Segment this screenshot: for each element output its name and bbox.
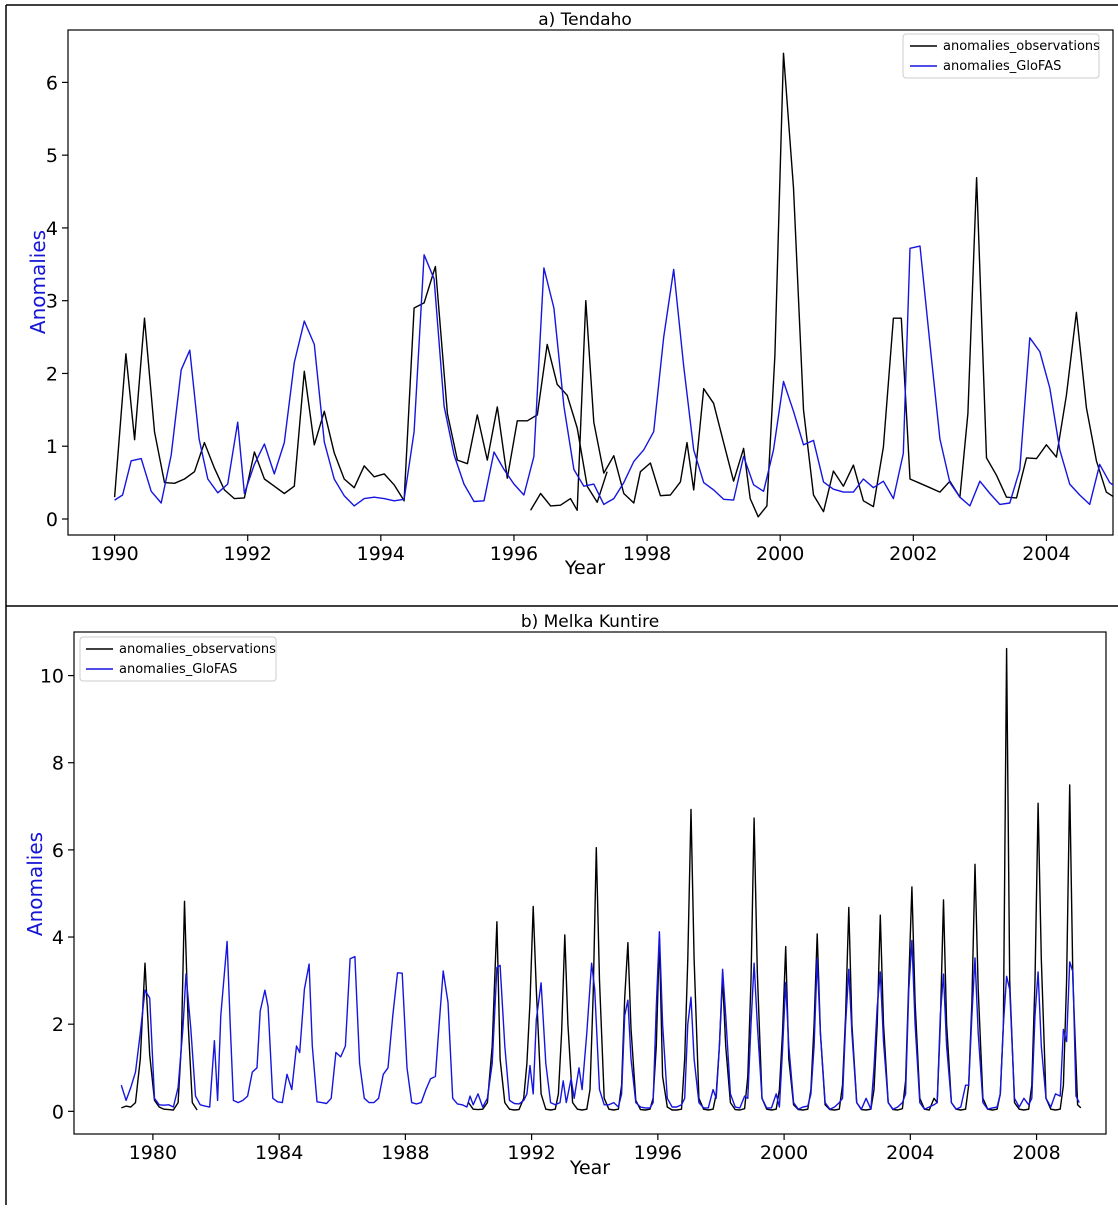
panel-b-y-tick-label: 6 xyxy=(52,840,64,862)
panel-b-legend-box xyxy=(79,636,277,682)
panel-a-y-axis-title: Anomalies xyxy=(26,230,50,334)
panel-b-x-tick-label: 1992 xyxy=(507,1142,555,1164)
panel-b-y-tick-label: 4 xyxy=(52,927,64,949)
panel-a-y-tick-label: 2 xyxy=(46,363,58,385)
panel-a-y-tick-label: 3 xyxy=(46,291,58,313)
panel-b-legend: anomalies_observations anomalies_GloFAS xyxy=(79,636,277,682)
panel-a-x-tick-label: 1996 xyxy=(490,543,538,565)
panel-a-y-ticks: 0 1 2 3 4 5 6 xyxy=(46,72,68,531)
panel-b-x-ticks: 1980 1984 1988 1992 1996 2000 2004 2008 xyxy=(129,1134,1061,1164)
panel-b-x-axis-title: Year xyxy=(569,1157,610,1179)
panel-b-series-line-glofas xyxy=(120,931,1080,1110)
panel-a-x-axis-title: Year xyxy=(564,557,605,579)
panel-b-y-tick-label: 2 xyxy=(52,1014,64,1036)
panel-a-y-tick-label: 4 xyxy=(46,218,58,240)
panel-a-legend-label-observations: anomalies_observations xyxy=(943,39,1100,54)
panel-a-series-line-observations xyxy=(529,52,1113,518)
panel-a-plot-area xyxy=(67,29,1114,536)
panel-b-x-tick-label: 1980 xyxy=(129,1142,177,1164)
panel-b-y-axis-title: Anomalies xyxy=(23,832,47,936)
panel-b-y-tick-label: 0 xyxy=(52,1101,64,1123)
panel-b-series-line-observations xyxy=(121,900,198,1111)
panel-b-x-tick-label: 1988 xyxy=(381,1142,429,1164)
panel-b-title: b) Melka Kuntire xyxy=(521,612,659,632)
panel-a-y-tick-label: 5 xyxy=(46,145,58,167)
panel-a-x-tick-label: 2002 xyxy=(889,543,937,565)
panel-a-legend-box xyxy=(902,33,1100,79)
panel-a-series-line-observations xyxy=(113,265,608,503)
panel-a-legend-label-glofas: anomalies_GloFAS xyxy=(943,59,1061,74)
panel-a-title: a) Tendaho xyxy=(538,10,632,30)
panel-a-x-tick-label: 1992 xyxy=(224,543,272,565)
panel-b-series-lines xyxy=(120,647,1082,1111)
panel-a-series-line-glofas xyxy=(114,245,1113,507)
panel-a-x-ticks: 1990 1992 1994 1996 1998 2000 2002 2004 xyxy=(90,535,1071,565)
panel-a-x-tick-label: 1998 xyxy=(623,543,671,565)
panel-a-y-tick-label: 1 xyxy=(46,436,58,458)
panel-b-x-tick-label: 1996 xyxy=(634,1142,682,1164)
panel-b-x-tick-label: 2004 xyxy=(886,1142,934,1164)
panel-a-series-lines xyxy=(113,52,1113,518)
panel-b-y-tick-label: 8 xyxy=(52,753,64,775)
panel-a-legend: anomalies_observations anomalies_GloFAS xyxy=(902,33,1100,79)
panel-b-x-tick-label: 1984 xyxy=(255,1142,303,1164)
panel-a-x-tick-label: 1990 xyxy=(90,543,138,565)
panel-b-y-ticks: 0 2 4 6 8 10 xyxy=(40,666,74,1123)
panel-a-y-tick-label: 0 xyxy=(46,509,58,531)
panel-b-x-tick-label: 2000 xyxy=(760,1142,808,1164)
panel-a-y-tick-label: 6 xyxy=(46,72,58,94)
panel-b: b) Melka Kuntire 1980 1984 1988 1992 1996 200… xyxy=(23,612,1107,1179)
panel-b-legend-label-observations: anomalies_observations xyxy=(119,642,276,657)
panel-b-legend-label-glofas: anomalies_GloFAS xyxy=(119,662,237,677)
panel-b-y-tick-label: 10 xyxy=(40,666,64,688)
panel-b-plot-area xyxy=(73,631,1107,1135)
panel-b-series-line-observations xyxy=(467,647,1082,1111)
panel-a: a) Tendaho 1990 1992 1994 1996 1998 2000 2002 2… xyxy=(26,10,1114,579)
panel-a-x-tick-label: 1994 xyxy=(357,543,405,565)
panel-a-x-tick-label: 2004 xyxy=(1022,543,1070,565)
panel-b-x-tick-label: 2008 xyxy=(1012,1142,1060,1164)
panel-a-x-tick-label: 2000 xyxy=(756,543,804,565)
